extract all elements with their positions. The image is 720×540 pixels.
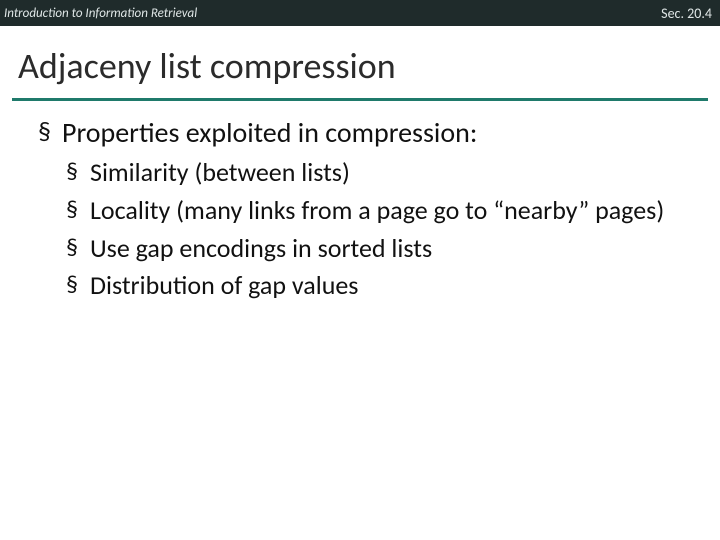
title-block: Adjaceny list compression xyxy=(0,26,720,94)
slide-title: Adjaceny list compression xyxy=(18,44,702,88)
bullet-sub: Locality (many links from a page go to “… xyxy=(66,194,698,228)
section-label: Sec. 20.4 xyxy=(661,5,712,22)
course-title: Introduction to Information Retrieval xyxy=(4,6,197,21)
bullet-sub: Similarity (between lists) xyxy=(66,156,698,190)
bullet-sub: Use gap encodings in sorted lists xyxy=(66,232,698,266)
slide-body: Properties exploited in compression: Sim… xyxy=(0,101,720,303)
bullet-main: Properties exploited in compression: xyxy=(38,115,698,150)
slide-header: Introduction to Information Retrieval Se… xyxy=(0,0,720,26)
bullet-sub: Distribution of gap values xyxy=(66,269,698,303)
